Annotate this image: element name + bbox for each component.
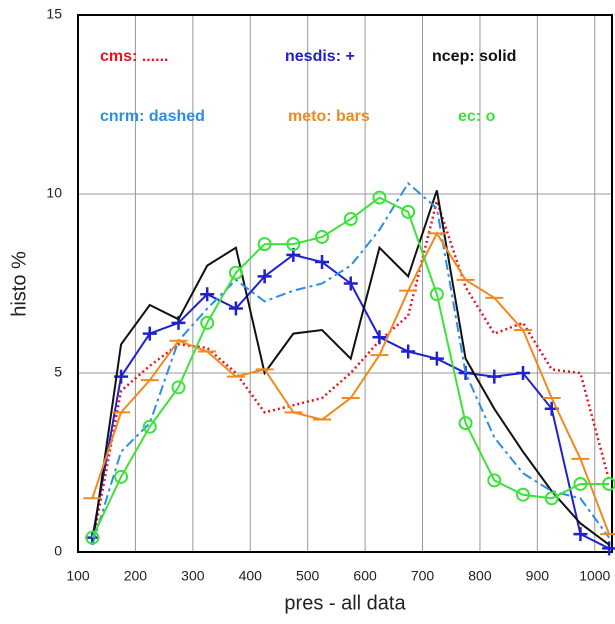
legend-label: nesdis: + <box>285 48 355 65</box>
x-tick-label: 1000 <box>579 568 610 584</box>
point-marker <box>228 265 243 280</box>
point-marker <box>372 190 387 205</box>
y-tick-label: 10 <box>46 185 62 201</box>
x-tick-label: 100 <box>66 568 90 584</box>
point-marker <box>257 237 272 252</box>
point-marker <box>573 476 588 491</box>
point-marker <box>544 491 559 506</box>
point-marker <box>85 530 100 545</box>
point-marker <box>286 237 301 252</box>
y-tick-label: 0 <box>54 543 62 559</box>
point-marker <box>114 469 129 484</box>
point-marker <box>573 527 588 542</box>
plot-frame <box>77 14 613 553</box>
point-marker <box>315 255 330 270</box>
series-line <box>91 190 610 546</box>
point-marker <box>516 366 530 380</box>
point-marker <box>343 276 358 291</box>
point-marker <box>142 326 157 341</box>
point-marker <box>516 487 530 502</box>
y-tick-label: 15 <box>46 6 62 22</box>
x-tick-label: 900 <box>526 568 550 584</box>
x-tick-label: 700 <box>411 568 435 584</box>
point-marker <box>401 204 416 219</box>
point-marker <box>343 212 358 227</box>
point-marker <box>200 287 215 302</box>
x-axis-label: pres - all data <box>284 592 406 614</box>
series-line <box>91 196 610 539</box>
point-marker <box>315 229 330 244</box>
point-marker <box>487 369 502 384</box>
series-line <box>91 181 610 546</box>
y-axis-label: histo % <box>8 251 30 317</box>
x-tick-label: 300 <box>181 568 205 584</box>
x-tick-label: 800 <box>468 568 492 584</box>
point-marker <box>228 301 243 316</box>
x-tick-label: 400 <box>239 568 263 584</box>
point-marker <box>171 380 186 395</box>
point-marker <box>372 330 387 345</box>
point-marker <box>602 476 615 491</box>
point-marker <box>487 473 502 488</box>
legend-label: cnrm: dashed <box>100 108 205 125</box>
x-tick-label: 200 <box>124 568 148 584</box>
point-marker <box>142 419 157 434</box>
point-marker <box>257 269 272 284</box>
point-marker <box>429 351 444 366</box>
point-marker <box>458 416 473 431</box>
x-tick-label: 600 <box>353 568 377 584</box>
point-marker <box>200 315 215 330</box>
legend-label: meto: bars <box>288 108 370 125</box>
legend-label: ec: o <box>458 108 496 125</box>
y-tick-label: 5 <box>54 364 62 380</box>
legend-label: cms: ...... <box>100 48 168 65</box>
series-line <box>91 196 611 546</box>
series-line <box>91 253 610 550</box>
point-marker <box>401 344 416 359</box>
point-marker <box>429 287 444 302</box>
legend-label: ncep: solid <box>432 48 516 65</box>
x-tick-label: 500 <box>296 568 320 584</box>
